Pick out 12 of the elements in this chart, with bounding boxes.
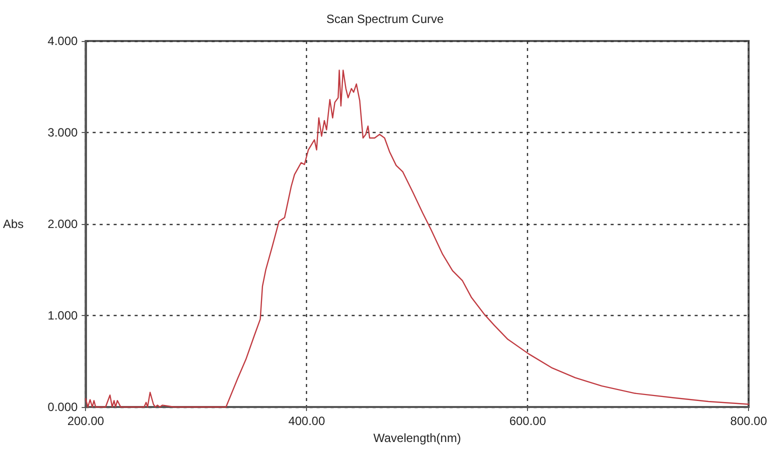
y-tick-label: 1.000	[48, 308, 78, 322]
x-axis-title: Wavelength(nm)	[373, 430, 461, 445]
y-tick-label: 0.000	[48, 400, 78, 414]
y-tick-label: 2.000	[48, 217, 78, 231]
y-axis-title: Abs	[2, 217, 24, 231]
y-tick-label: 4.000	[48, 34, 78, 48]
x-tick-label: 200.00	[67, 414, 104, 428]
x-tick-label: 800.00	[730, 414, 768, 428]
x-tick-label: 600.00	[509, 414, 546, 428]
x-tick-label: 400.00	[288, 414, 326, 428]
y-tick-label: 3.000	[48, 126, 78, 140]
chart-title: Scan Spectrum Curve	[326, 12, 444, 26]
